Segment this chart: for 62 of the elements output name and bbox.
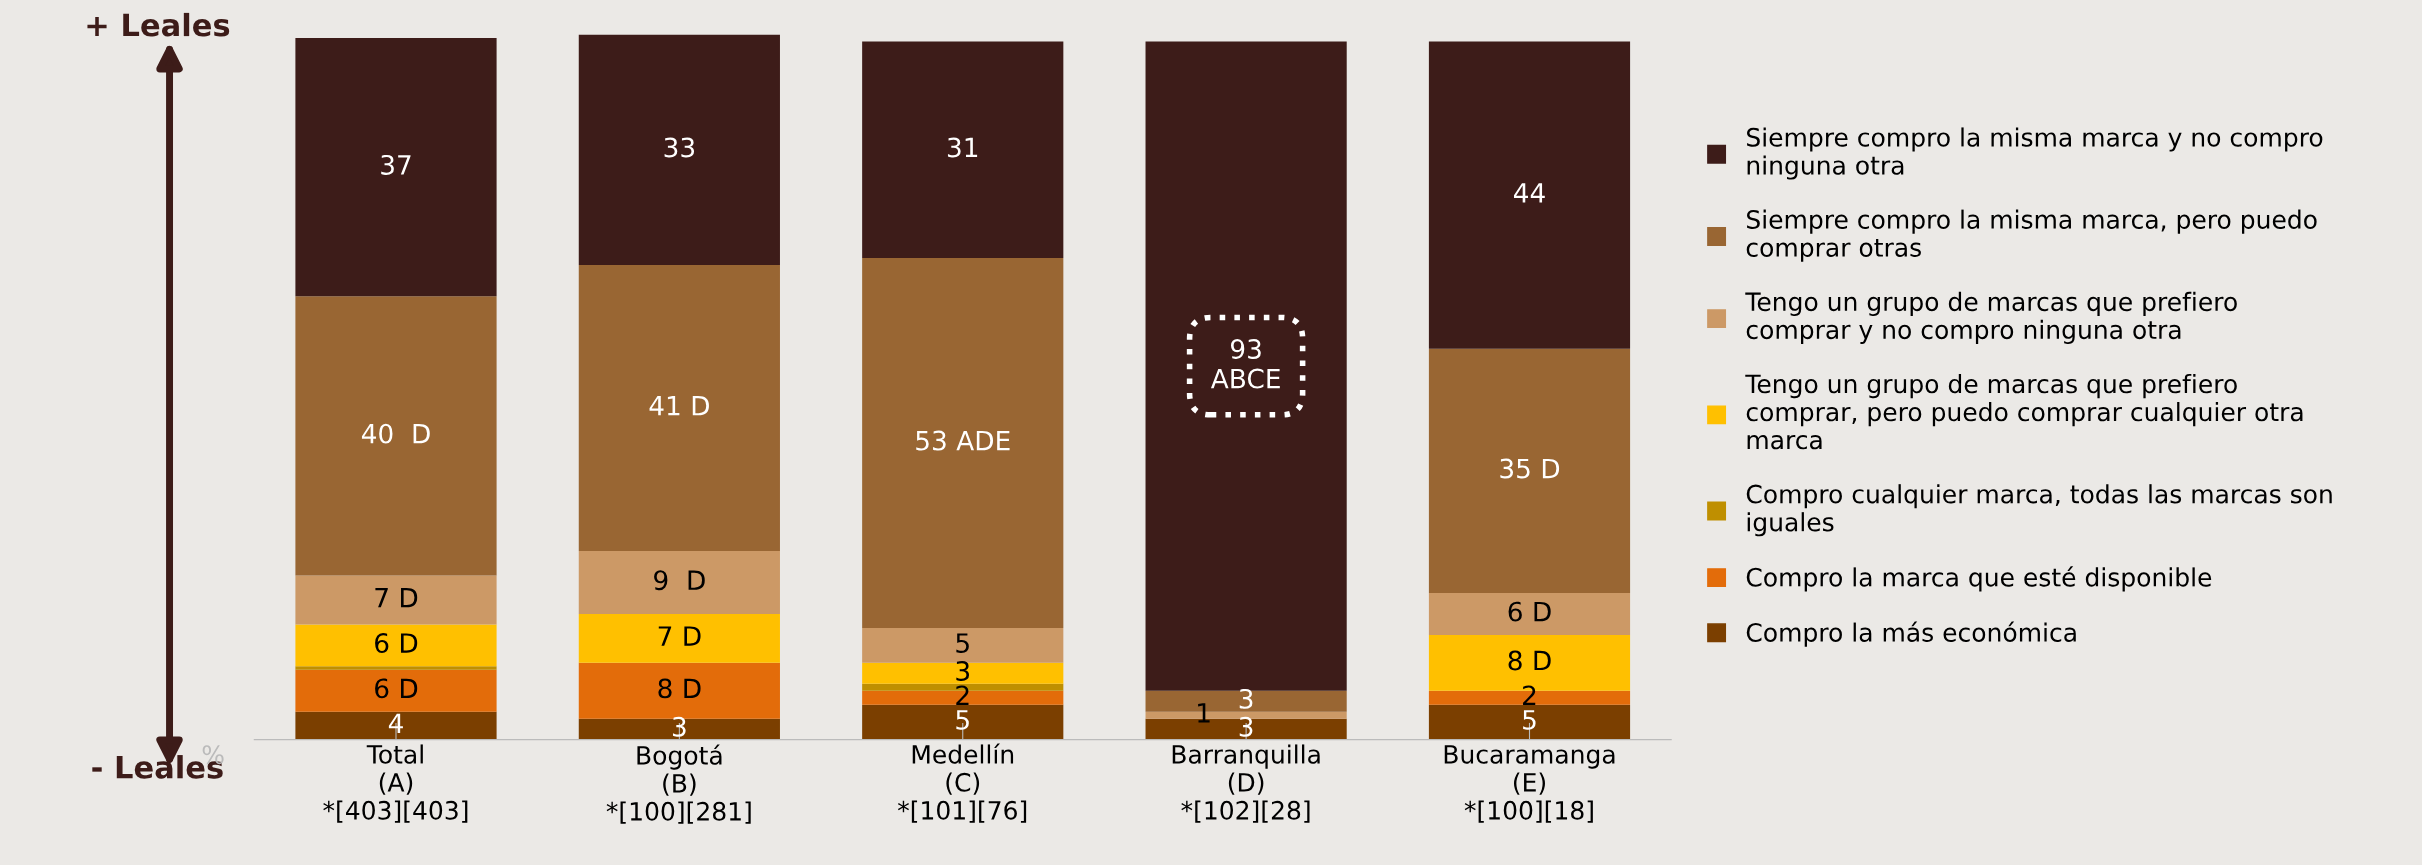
data-label: 3 bbox=[956, 660, 970, 681]
data-label: 41 D bbox=[649, 396, 709, 416]
bar bbox=[578, 264, 780, 552]
bar bbox=[862, 41, 1064, 258]
data-label: 3 bbox=[1239, 716, 1253, 737]
bar bbox=[862, 662, 1064, 684]
bar bbox=[1428, 348, 1631, 593]
bar bbox=[1145, 41, 1347, 691]
bar bbox=[295, 669, 497, 712]
data-label: 5 bbox=[1523, 710, 1536, 730]
bar bbox=[1428, 41, 1631, 349]
data-label: 31 bbox=[947, 137, 978, 158]
bar bbox=[1428, 593, 1631, 635]
text: + Leales bbox=[87, 12, 230, 37]
data-label: 33 bbox=[664, 137, 695, 158]
data-label: 7 D bbox=[658, 626, 701, 646]
data-label: 6 D bbox=[375, 678, 418, 699]
bar bbox=[862, 257, 1064, 628]
legend-label: Siempre compro la misma marca, pero puedo comprar otras bbox=[1746, 209, 2317, 262]
bar bbox=[578, 613, 780, 663]
data-label: 93 ABCE bbox=[1210, 339, 1280, 389]
data-label: 6 D bbox=[1508, 601, 1551, 622]
data-label: 4 bbox=[388, 713, 403, 733]
data-label: 6 D bbox=[375, 633, 418, 653]
legend-label: Compro cualquier marca, todas las marcas son iguales bbox=[1746, 484, 2332, 537]
legend-label: Tengo un grupo de marcas que prefiero comprar y no compro ninguna otra bbox=[1745, 291, 2237, 344]
x-tick-label: Total (A) *[403][403] bbox=[323, 744, 468, 823]
legend-label: Compro la marca que esté disponible bbox=[1746, 566, 2212, 592]
data-label: 44 bbox=[1513, 183, 1545, 203]
data-label: 7 D bbox=[375, 588, 418, 608]
x-tick-label: Medellín (C) *[101][76] bbox=[897, 743, 1027, 823]
data-label: 8 D bbox=[1508, 650, 1551, 671]
bar bbox=[295, 38, 497, 297]
bar bbox=[1428, 704, 1631, 740]
bar bbox=[578, 551, 780, 614]
data-label: 53 ADE bbox=[916, 430, 1010, 451]
x-tick-label: Bogotá (B) *[100][281] bbox=[606, 744, 751, 824]
data-label: 5 bbox=[956, 710, 969, 730]
x-tick-label: Bucaramanga (E) *[100][18] bbox=[1444, 745, 1615, 823]
bar bbox=[295, 624, 497, 667]
data-label: 9 D bbox=[654, 570, 705, 591]
bar bbox=[295, 666, 497, 670]
data-label: 3 bbox=[1239, 688, 1253, 709]
data-label: 40 D bbox=[361, 423, 430, 444]
bar bbox=[295, 711, 497, 740]
legend-label: Compro la más económica bbox=[1746, 621, 2076, 647]
data-label: 37 bbox=[381, 154, 411, 175]
bar bbox=[578, 34, 780, 265]
bar bbox=[578, 718, 780, 740]
bar bbox=[295, 296, 497, 576]
bar bbox=[862, 627, 1064, 663]
data-label: 35 D bbox=[1500, 458, 1560, 479]
data-label: 2 bbox=[956, 685, 969, 705]
x-tick-label: Barranquilla (D) *[102][28] bbox=[1172, 744, 1320, 823]
legend-label: Siempre compro la misma marca y no compro ninguna otra bbox=[1747, 127, 2323, 180]
data-label: 2 bbox=[1523, 685, 1536, 705]
bar bbox=[295, 575, 497, 625]
data-label: 8 D bbox=[658, 678, 701, 699]
data-label: 1 bbox=[1198, 703, 1210, 723]
data-label: 5 bbox=[956, 633, 969, 653]
bar bbox=[862, 704, 1064, 740]
legend-label: Tengo un grupo de marcas que prefiero comprar, pero puedo comprar cualquier otra marca bbox=[1745, 373, 2303, 450]
